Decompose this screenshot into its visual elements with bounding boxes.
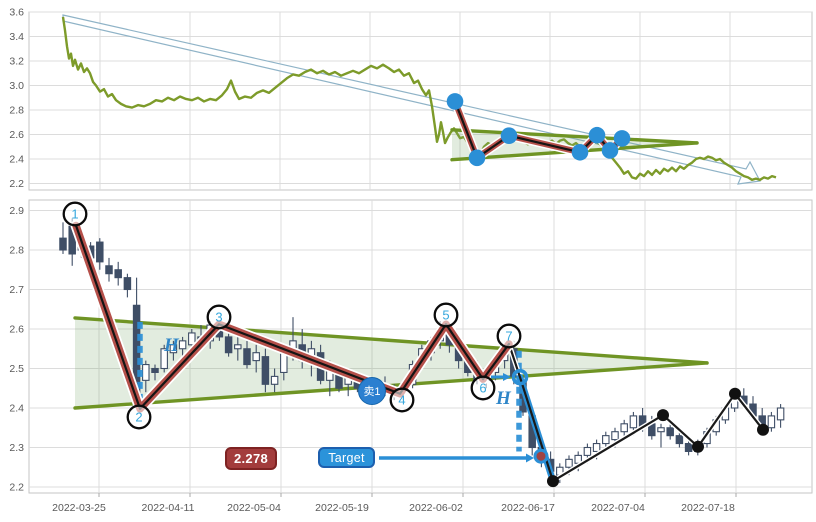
candle-bearish [105, 265, 113, 275]
sell-signal-label: 卖1 [363, 385, 380, 398]
candle-bullish [776, 407, 785, 421]
candle-bearish [123, 277, 132, 291]
y-axis-label: 2.2 [9, 178, 24, 190]
candle-bearish [243, 348, 251, 366]
candle-bearish [59, 237, 67, 251]
y-axis-label: 2.2 [9, 482, 24, 494]
candle-bullish [565, 458, 573, 468]
candle-bullish [583, 446, 592, 456]
pivot-number-3: 3 [215, 310, 222, 325]
candle-bullish [620, 423, 628, 433]
x-axis-date-label: 2022-07-18 [681, 502, 735, 514]
candle-bearish [684, 442, 693, 452]
candle-bearish [666, 427, 674, 437]
pivot-circle-3 [206, 304, 232, 330]
y-axis-label: 2.5 [9, 363, 24, 375]
y-axis-label: 2.6 [9, 324, 24, 336]
candle-bearish [114, 269, 122, 279]
pivot-number-2: 2 [135, 410, 142, 425]
daily-wedge-fill [75, 317, 707, 408]
pivot-number-4: 4 [398, 393, 405, 408]
pivot-circle-7 [496, 323, 522, 349]
sell-signal-marker[interactable] [358, 377, 386, 405]
height-label: H [495, 388, 512, 409]
y-axis-label: 3.2 [9, 56, 24, 68]
ring-arrowhead [503, 373, 511, 381]
swing-dot [729, 387, 741, 400]
candle-bullish [188, 332, 196, 346]
pivot-circle-5 [433, 302, 459, 328]
candle-bearish [261, 356, 270, 385]
candle-bullish [270, 375, 279, 385]
candle-bullish [142, 363, 150, 381]
swing-dot [692, 440, 704, 453]
candle-bullish [767, 415, 776, 429]
x-axis-date-label: 2022-07-04 [591, 502, 645, 514]
pivot-dot [571, 143, 589, 161]
y-axis-label: 2.3 [9, 442, 24, 454]
swing-dot [757, 423, 769, 436]
y-axis-label: 3.4 [9, 31, 24, 43]
pivot-dot [468, 149, 486, 167]
daily-panel-area[interactable] [28, 199, 813, 494]
downtrend-arrow [62, 14, 761, 185]
target-hit-marker [533, 448, 549, 464]
breakdown-ring-marker [511, 368, 529, 386]
pivot-number-5: 5 [442, 308, 449, 323]
overview-wedge-upper-trendline [450, 128, 699, 145]
candle-bearish [96, 241, 104, 263]
candle-bullish [169, 344, 178, 354]
y-axis-label: 3.0 [9, 80, 24, 92]
pivot-circle-2 [126, 404, 152, 430]
candle-bullish [252, 352, 260, 362]
candle-bearish [675, 435, 684, 445]
y-axis-label: 2.7 [9, 284, 24, 296]
y-axis-label: 3.6 [9, 7, 24, 19]
y-axis-label: 2.9 [9, 205, 24, 217]
y-axis-label: 2.4 [9, 154, 24, 166]
y-axis-label: 2.8 [9, 245, 24, 257]
pivot-dot [588, 126, 606, 144]
pivot-dot [601, 142, 619, 159]
pivot-circle-6 [470, 375, 496, 401]
swing-dot [547, 475, 559, 488]
x-axis-date-label: 2022-05-04 [227, 502, 281, 514]
pivot-number-7: 7 [505, 329, 512, 344]
candle-bullish [657, 427, 665, 433]
target-arrowhead [526, 453, 534, 463]
x-axis-date-label: 2022-06-02 [409, 502, 463, 514]
x-axis-date-label: 2022-04-11 [142, 502, 195, 514]
swing-dot [657, 409, 669, 422]
pivot-number-1: 1 [71, 207, 78, 222]
candle-bullish [602, 435, 610, 445]
pivot-dot [500, 127, 518, 145]
candle-bearish [151, 367, 159, 373]
x-axis-date-label: 2022-03-25 [52, 502, 106, 514]
candle-bearish [224, 336, 233, 354]
pivot-circle-4 [389, 387, 415, 413]
daily-wedge-upper-trendline [73, 316, 709, 365]
y-axis-label: 2.4 [9, 403, 24, 415]
pivot-circle-1 [62, 201, 88, 227]
candle-bullish [611, 431, 619, 441]
y-axis-label: 2.6 [9, 129, 24, 141]
pivot-number-6: 6 [479, 381, 486, 396]
x-axis-date-label: 2022-06-17 [501, 502, 555, 514]
y-axis-label: 2.8 [9, 105, 24, 117]
price-line [61, 16, 777, 182]
pivot-dot [613, 130, 631, 147]
candle-bullish [629, 415, 638, 429]
x-axis-date-label: 2022-05-19 [315, 502, 369, 514]
candle-bullish [592, 442, 601, 452]
target-badge: Target [318, 447, 375, 468]
price-level-badge: 2.278 [225, 447, 277, 470]
candle-bullish [234, 344, 242, 350]
pivot-dot [446, 93, 464, 110]
height-label: H [163, 335, 180, 356]
candle-bullish [160, 348, 168, 370]
candle-bullish [178, 340, 187, 350]
